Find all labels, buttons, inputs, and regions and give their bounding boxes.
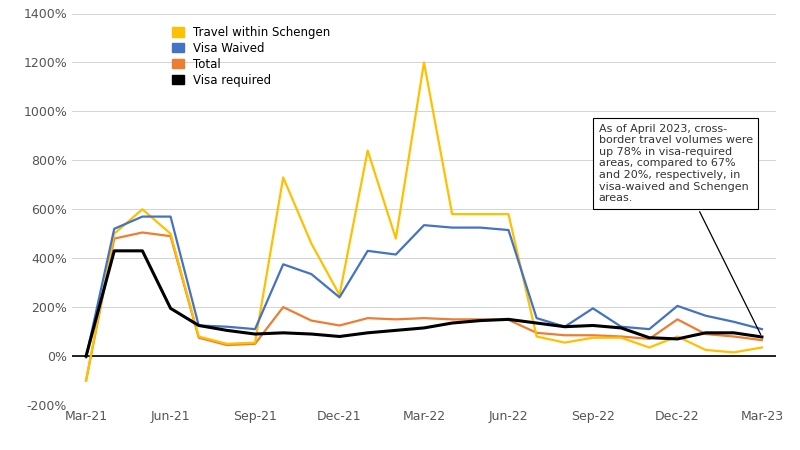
Legend: Travel within Schengen, Visa Waived, Total, Visa required: Travel within Schengen, Visa Waived, Tot…	[170, 23, 333, 89]
Text: As of April 2023, cross-
border travel volumes were
up 78% in visa-required
area: As of April 2023, cross- border travel v…	[598, 124, 761, 334]
